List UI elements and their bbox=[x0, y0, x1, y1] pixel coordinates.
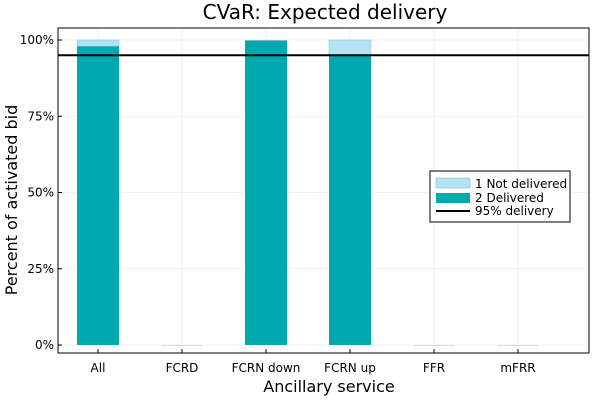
legend-swatch-not-delivered bbox=[435, 177, 471, 189]
y-axis-label: Percent of activated bid bbox=[2, 105, 21, 296]
bar-delivered-all bbox=[77, 46, 119, 345]
bar-not-delivered-fcrn-down bbox=[245, 40, 287, 41]
legend-label-delivered: 2 Delivered bbox=[475, 191, 544, 205]
bar-not-delivered-all bbox=[76, 39, 120, 47]
legend: 1 Not delivered 2 Delivered 95% delivery bbox=[429, 170, 571, 223]
y-tick-label: 100% bbox=[20, 33, 54, 47]
legend-swatch-delivered bbox=[436, 193, 470, 203]
x-tick-label: FCRD bbox=[166, 361, 199, 375]
x-tick-label: FCRN down bbox=[232, 361, 301, 375]
bar-not-delivered-fcrd bbox=[161, 345, 203, 346]
bar-not-delivered-mfrr bbox=[497, 345, 539, 346]
legend-label-95-delivery: 95% delivery bbox=[475, 204, 554, 218]
x-tick-label: mFRR bbox=[500, 361, 535, 375]
y-tick-label: 50% bbox=[27, 186, 54, 200]
bar-not-delivered-fcrn-up bbox=[328, 39, 372, 56]
x-tick-label: FFR bbox=[423, 361, 445, 375]
x-tick-label: All bbox=[91, 361, 106, 375]
x-tick-label: FCRN up bbox=[324, 361, 376, 375]
y-tick-label: 75% bbox=[27, 109, 54, 123]
x-axis-label: Ancillary service bbox=[263, 377, 394, 396]
y-tick-label: 25% bbox=[27, 262, 54, 276]
bars bbox=[76, 39, 539, 346]
legend-label-not-delivered: 1 Not delivered bbox=[475, 177, 567, 191]
bar-not-delivered-ffr bbox=[413, 345, 455, 346]
y-ticks: 0% 25% 50% 75% 100% bbox=[20, 33, 62, 352]
x-ticks: All FCRD FCRN down FCRN up FFR mFRR bbox=[91, 349, 536, 375]
chart-title: CVaR: Expected delivery bbox=[203, 0, 448, 24]
y-tick-label: 0% bbox=[35, 338, 54, 352]
bar-delivered-fcrn-down bbox=[245, 40, 287, 345]
bar-delivered-fcrn-up bbox=[329, 55, 371, 345]
plot-frame bbox=[57, 27, 590, 354]
